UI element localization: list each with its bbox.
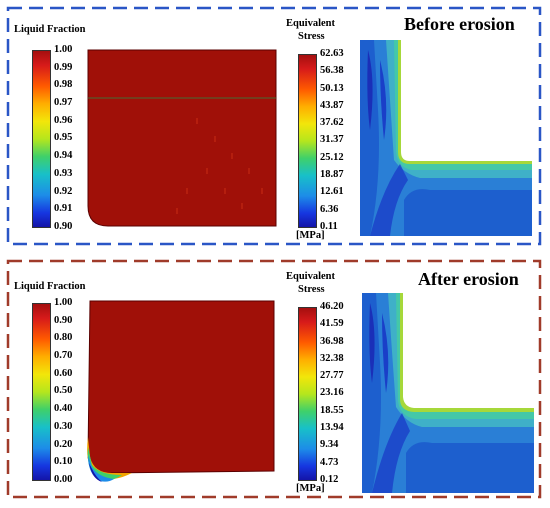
tick: 0.50	[54, 385, 73, 397]
tick: 46.20	[320, 301, 344, 312]
tick: 0.80	[54, 332, 73, 344]
tick: 0.99	[54, 61, 73, 73]
tick: 0.30	[54, 420, 73, 432]
equivalent-stress-label-1: Equivalent	[286, 271, 336, 282]
frame-dashed-red	[6, 259, 542, 499]
equivalent-stress-ticks: 46.20 41.59 36.98 32.38 27.77 23.16 18.5…	[320, 301, 344, 485]
liquid-fraction-ticks: 1.00 0.90 0.80 0.70 0.60 0.50 0.40 0.30 …	[54, 297, 72, 485]
tick: 1.00	[54, 44, 73, 55]
tick: 0.60	[54, 367, 73, 379]
tick: 18.87	[320, 169, 344, 181]
tick: 12.61	[320, 186, 344, 198]
tick: 0.40	[54, 403, 73, 415]
tick: 23.16	[320, 387, 344, 399]
liquid-fraction-label: Liquid Fraction	[14, 281, 86, 292]
tick: 0.12	[320, 473, 339, 485]
liquid-fraction-ticks: 1.00 0.99 0.98 0.97 0.96 0.95 0.94 0.93 …	[54, 44, 72, 232]
equivalent-stress-label-1: Equivalent	[286, 18, 336, 29]
tick: 0.70	[54, 350, 73, 362]
tick: 56.38	[320, 65, 344, 77]
tick: 6.36	[320, 203, 339, 215]
tick: 0.95	[54, 132, 73, 144]
liquid-fraction-label: Liquid Fraction	[14, 24, 86, 35]
equivalent-stress-ticks: 62.63 56.38 50.13 43.87 37.62 31.37 25.1…	[320, 48, 344, 232]
stress-contour-before	[360, 40, 532, 236]
liquid-fraction-colorbar	[32, 303, 51, 481]
tick: 27.77	[320, 370, 344, 382]
tick: 62.63	[320, 48, 344, 59]
tick: 0.96	[54, 114, 73, 126]
equivalent-stress-label-2: Stress	[298, 31, 325, 42]
frame-dashed-blue	[6, 6, 542, 246]
tick: 0.20	[54, 438, 73, 450]
tick: 0.10	[54, 456, 73, 468]
tick: 36.98	[320, 335, 344, 347]
tick: 0.00	[54, 473, 73, 485]
tick: 0.94	[54, 150, 73, 162]
tick: 37.62	[320, 117, 344, 129]
panel-title: After erosion	[418, 269, 519, 289]
panel-before-erosion: Liquid Fraction 1.00 0.99 0.98 0.97 0.96…	[6, 6, 542, 246]
equivalent-stress-colorbar	[298, 54, 317, 228]
stress-unit-label: [MPa]	[296, 230, 325, 241]
tick: 0.93	[54, 167, 73, 179]
tick: 0.90	[54, 314, 73, 326]
tick: 25.12	[320, 151, 344, 163]
tick: 18.55	[320, 404, 344, 416]
tick: 0.91	[54, 203, 73, 215]
stress-contour-after	[362, 293, 534, 493]
tick: 0.97	[54, 97, 73, 109]
stress-unit-label: [MPa]	[296, 483, 325, 494]
tick: 0.98	[54, 79, 73, 91]
liquid-fraction-contour-before	[87, 49, 277, 227]
tick: 4.73	[320, 456, 339, 468]
tick: 50.13	[320, 82, 344, 94]
liquid-fraction-colorbar	[32, 50, 51, 228]
tick: 9.34	[320, 439, 339, 451]
tick: 43.87	[320, 99, 344, 111]
tick: 0.11	[320, 220, 338, 232]
tick: 13.94	[320, 422, 344, 434]
panel-after-erosion: Liquid Fraction 1.00 0.90 0.80 0.70 0.60…	[6, 259, 542, 499]
equivalent-stress-colorbar	[298, 307, 317, 481]
tick: 31.37	[320, 134, 344, 146]
panel-title: Before erosion	[404, 14, 515, 34]
equivalent-stress-label-2: Stress	[298, 284, 325, 295]
tick: 0.90	[54, 220, 73, 232]
tick: 32.38	[320, 352, 344, 364]
tick: 0.92	[54, 185, 73, 197]
tick: 1.00	[54, 297, 73, 308]
liquid-fraction-contour-after	[87, 300, 275, 482]
tick: 41.59	[320, 318, 344, 330]
